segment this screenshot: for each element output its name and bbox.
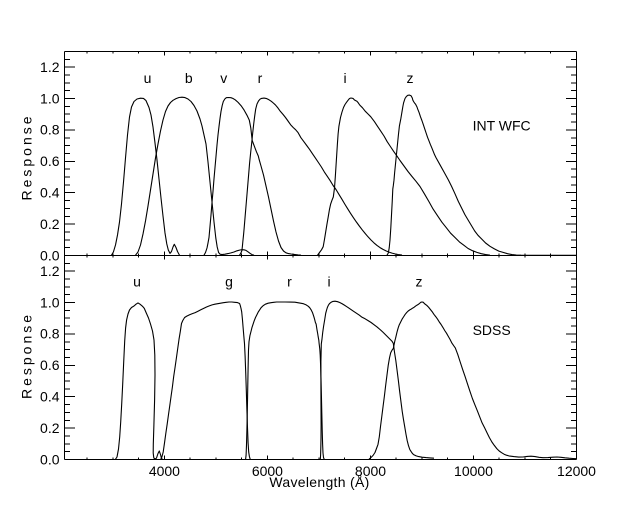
svg-text:0.8: 0.8 — [40, 326, 60, 342]
svg-text:r: r — [258, 70, 263, 86]
svg-text:0.4: 0.4 — [40, 185, 60, 201]
svg-text:1.0: 1.0 — [40, 90, 60, 106]
svg-text:u: u — [133, 274, 141, 290]
svg-text:0.0: 0.0 — [40, 451, 60, 467]
svg-text:i: i — [327, 274, 330, 290]
svg-text:Response: Response — [19, 312, 35, 399]
svg-text:r: r — [287, 274, 292, 290]
svg-text:0.6: 0.6 — [40, 153, 60, 169]
svg-text:0.6: 0.6 — [40, 357, 60, 373]
svg-text:4000: 4000 — [149, 463, 180, 479]
svg-text:INT WFC: INT WFC — [473, 117, 531, 133]
svg-text:0.8: 0.8 — [40, 122, 60, 138]
svg-text:1.2: 1.2 — [40, 263, 60, 279]
svg-text:0.4: 0.4 — [40, 389, 60, 405]
svg-text:0.2: 0.2 — [40, 420, 60, 436]
svg-text:z: z — [407, 70, 414, 86]
svg-text:1.0: 1.0 — [40, 294, 60, 310]
svg-text:b: b — [185, 70, 193, 86]
svg-text:Wavelength (Å): Wavelength (Å) — [269, 474, 369, 490]
svg-text:g: g — [225, 274, 233, 290]
svg-text:8000: 8000 — [355, 463, 386, 479]
svg-text:12000: 12000 — [557, 463, 596, 479]
svg-text:u: u — [144, 70, 152, 86]
svg-text:6000: 6000 — [252, 463, 283, 479]
svg-text:10000: 10000 — [454, 463, 493, 479]
svg-text:SDSS: SDSS — [473, 322, 511, 338]
svg-text:z: z — [416, 274, 423, 290]
svg-text:v: v — [220, 70, 227, 86]
svg-text:i: i — [343, 70, 346, 86]
svg-text:1.2: 1.2 — [40, 59, 60, 75]
svg-text:0.2: 0.2 — [40, 216, 60, 232]
svg-text:Response: Response — [19, 113, 35, 200]
svg-text:0.0: 0.0 — [40, 247, 60, 263]
